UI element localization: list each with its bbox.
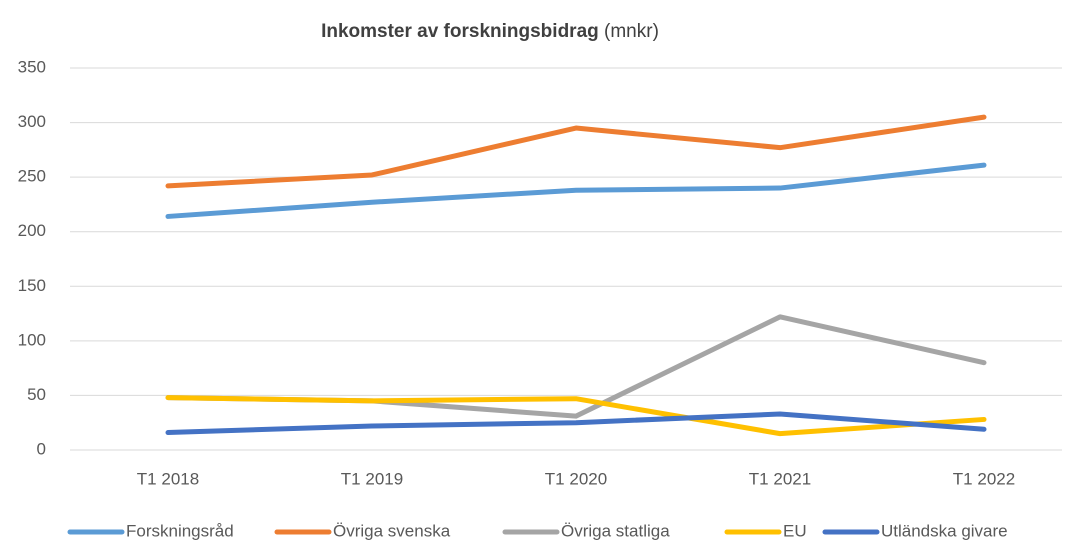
x-tick-label: T1 2021 bbox=[749, 469, 811, 488]
y-tick-label: 300 bbox=[18, 112, 46, 131]
series-line bbox=[165, 411, 987, 436]
x-tick-label: T1 2022 bbox=[953, 469, 1015, 488]
title-unit: (mnkr) bbox=[604, 21, 659, 42]
y-tick-label: 50 bbox=[27, 385, 46, 404]
series-line bbox=[165, 162, 987, 219]
legend-label: Utländska givare bbox=[881, 521, 1008, 540]
series-line bbox=[165, 395, 987, 437]
legend-label: EU bbox=[783, 521, 807, 540]
x-tick-label: T1 2018 bbox=[137, 469, 199, 488]
x-tick-label: T1 2019 bbox=[341, 469, 403, 488]
series-line bbox=[165, 114, 987, 189]
y-tick-label: 250 bbox=[18, 167, 46, 186]
legend-label: Övriga statliga bbox=[561, 521, 670, 540]
legend-label: Övriga svenska bbox=[333, 521, 451, 540]
y-tick-label: 150 bbox=[18, 276, 46, 295]
y-tick-label: 350 bbox=[18, 57, 46, 76]
y-tick-label: 0 bbox=[37, 439, 46, 458]
legend-label: Forskningsråd bbox=[126, 521, 234, 540]
y-tick-label: 200 bbox=[18, 221, 46, 240]
y-tick-label: 100 bbox=[18, 330, 46, 349]
chart-title: Inkomster av forskningsbidrag (mnkr) bbox=[321, 21, 659, 42]
title-main: Inkomster av forskningsbidrag bbox=[321, 21, 599, 42]
x-tick-label: T1 2020 bbox=[545, 469, 607, 488]
